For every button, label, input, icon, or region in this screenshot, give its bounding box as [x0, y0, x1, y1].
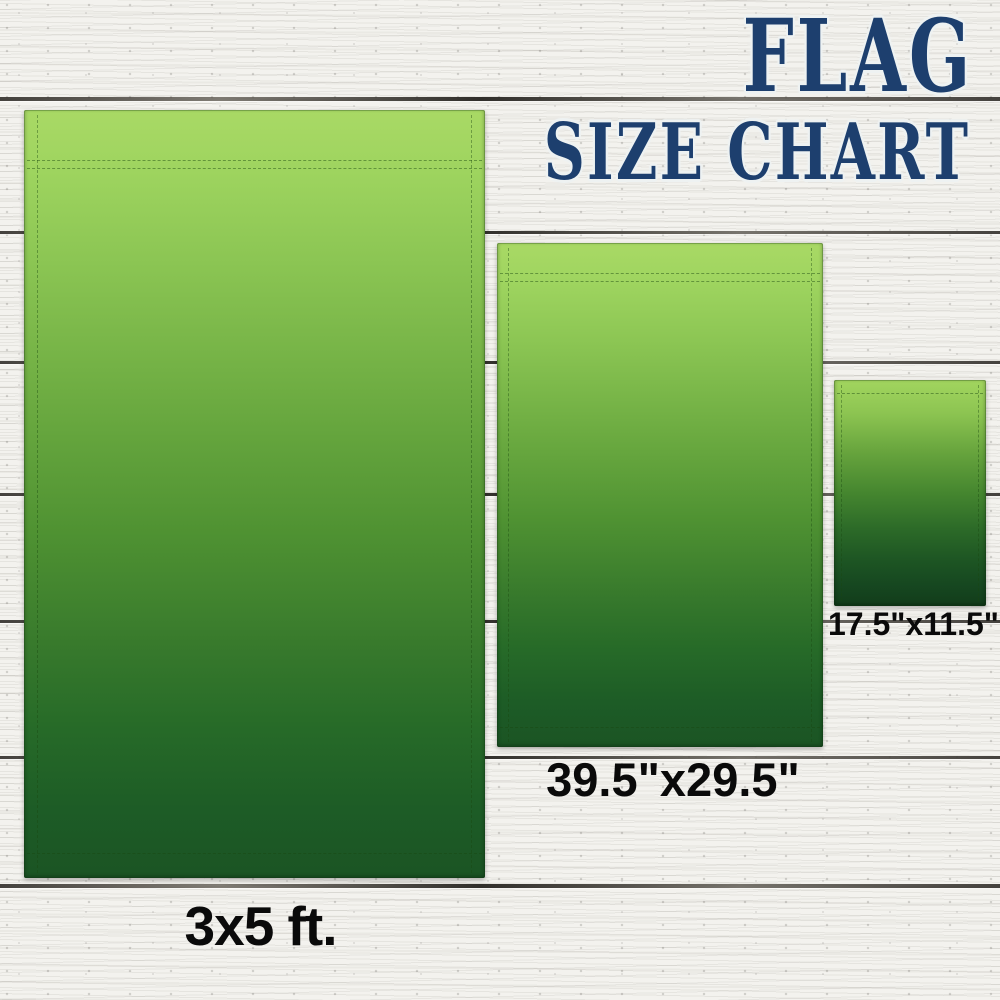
large-flag — [24, 110, 485, 878]
stitch-line — [471, 115, 472, 873]
stitch-line — [837, 393, 983, 394]
stitch-line — [37, 115, 38, 873]
stitch-line — [27, 853, 482, 854]
plank-seam — [0, 756, 1000, 759]
stitch-line — [500, 281, 820, 282]
medium-flag-size-label: 39.5"x29.5" — [546, 753, 800, 806]
stitch-line — [500, 273, 820, 274]
large-flag-size-label: 3x5 ft. — [184, 895, 338, 957]
stitch-line — [27, 160, 482, 161]
page-title-line2: SIZE CHART — [543, 107, 970, 198]
small-flag — [834, 380, 986, 606]
stitch-line — [841, 385, 842, 601]
stitch-line — [978, 385, 979, 601]
plank-seam — [0, 97, 1000, 101]
plank-seam — [0, 884, 1000, 888]
stitch-line — [508, 248, 509, 742]
stitch-line — [811, 248, 812, 742]
plank-seam — [0, 231, 1000, 234]
medium-flag — [497, 243, 823, 747]
small-flag-size-label: 17.5"x11.5" — [828, 606, 999, 642]
stitch-line — [500, 727, 820, 728]
stitch-line — [27, 168, 482, 169]
page-title-line1: FLAG — [742, 0, 973, 115]
